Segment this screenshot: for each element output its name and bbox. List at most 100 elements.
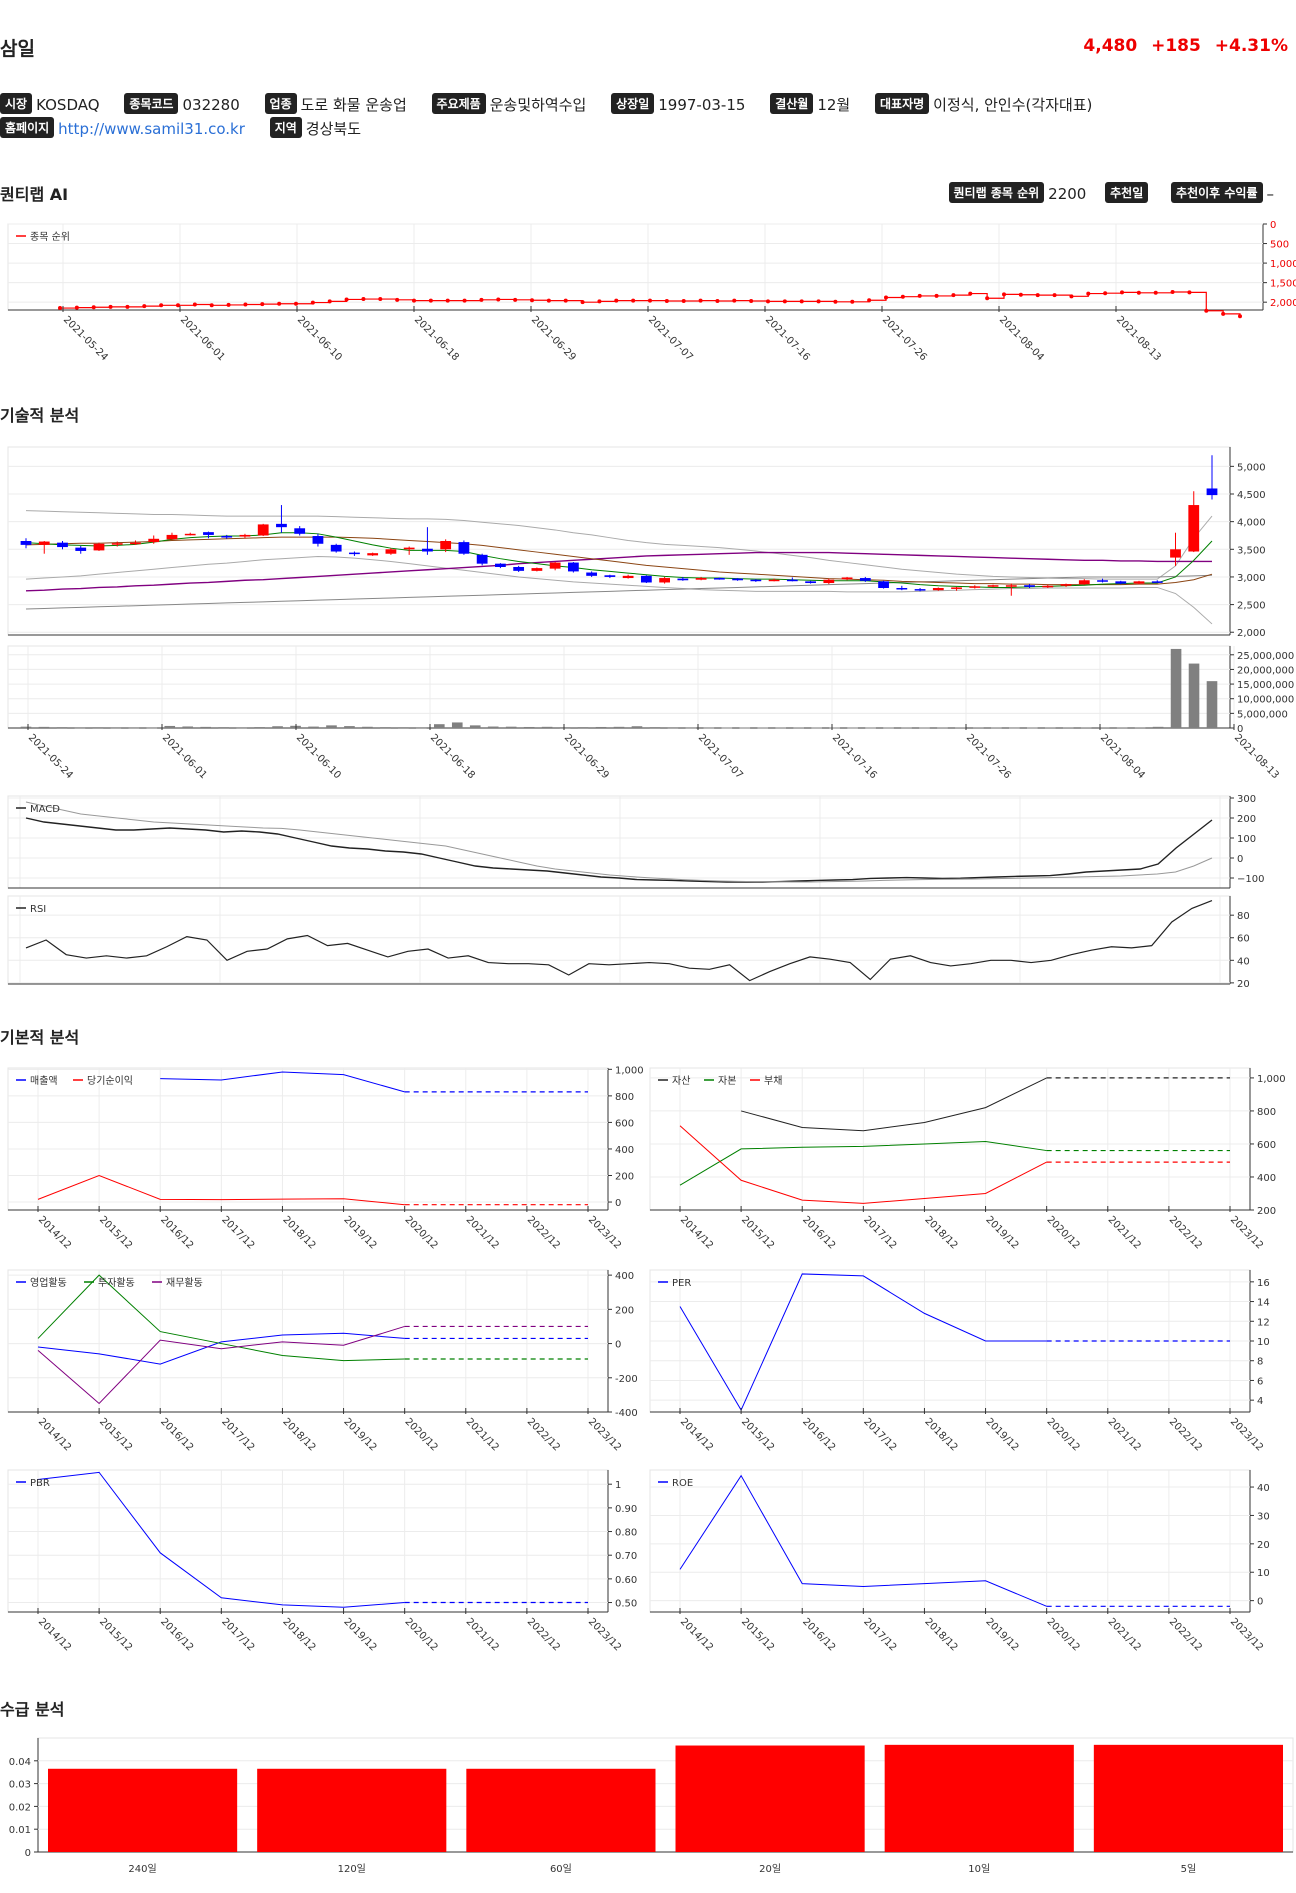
price-candle (1133, 581, 1145, 584)
region-tag: 지역 (269, 117, 302, 138)
ma-mid-line (25, 536, 1213, 586)
fund_cf-legend-label: 영업활동 (30, 1276, 67, 1289)
rsi-line (25, 899, 1213, 982)
ai-rank-point (900, 294, 905, 299)
price-candle (184, 533, 196, 536)
price-candle (1206, 488, 1218, 496)
fund_sales-ytick-label: 1,000 (615, 1065, 644, 1076)
volume-bar (92, 727, 104, 729)
ceo-tag: 대표자명 (875, 93, 930, 114)
ai-meta: 퀀티랩 종목 순위 2200 추천일 추천이후 수익률 – (948, 182, 1274, 203)
ai-rank-point (445, 298, 450, 303)
fund_sales-xtick-label: 2018/12 (280, 1214, 317, 1251)
fund_bs-xtick-label: 2014/12 (678, 1214, 715, 1251)
volume-bar (901, 727, 912, 729)
price-candle (130, 542, 141, 545)
ai-rank-point (176, 303, 180, 308)
ai-rank-point (850, 299, 855, 304)
rank-value: 2200 (1048, 185, 1087, 203)
section-title-tech: 기술적 분석 (0, 406, 80, 425)
flow-ytick-label: 0.02 (9, 1802, 31, 1813)
ai-rank-point (1153, 290, 1158, 295)
rsi-legend-label: RSI (30, 904, 46, 915)
price-candle (622, 575, 634, 579)
ai-rank-point (108, 304, 113, 309)
fund_bs-line (740, 1077, 1047, 1132)
price-candle (1024, 585, 1035, 587)
fund_pbr-ytick-label: 0.90 (615, 1504, 637, 1515)
price-candle (896, 588, 908, 590)
volume-bar (1098, 727, 1110, 729)
ai-rank-point (462, 298, 467, 303)
bb-lower-line (25, 555, 1213, 625)
price-candle (385, 549, 397, 554)
price-candle (932, 588, 944, 591)
fund_sales-xtick-label: 2015/12 (97, 1214, 134, 1251)
section-title-flow: 수급 분석 (0, 1700, 65, 1719)
ai-rank-point (58, 306, 62, 311)
macd-ytick-label: 0 (1237, 854, 1243, 865)
volume-bar (164, 725, 176, 728)
ai-rank-point (496, 297, 501, 302)
fund_sales-ytick-label: 400 (615, 1145, 634, 1156)
flow-xtick-label: 20일 (759, 1863, 781, 1875)
price-candle (38, 541, 50, 545)
fund_cf-xtick-label: 2021/12 (464, 1416, 501, 1453)
price-candle (640, 575, 652, 583)
fund_sales-panel: 0 200 400 600 800 1,000 2014/12 2015/12 2016/12 2… (7, 1065, 644, 1251)
price-candle (1078, 580, 1090, 585)
price-candle (513, 566, 525, 571)
flow-ytick-label: 0.01 (9, 1825, 31, 1836)
volume-bar (649, 727, 661, 729)
price-candle (495, 563, 506, 567)
fund_per-legend: PER (658, 1278, 691, 1289)
fund_bs-ytick-label: 200 (1257, 1206, 1276, 1217)
macd-legend-label: MACD (30, 804, 60, 815)
volume-xtick-label: 2021-06-10 (294, 732, 343, 781)
volume-xtick-label: 2021-05-24 (26, 732, 75, 781)
fund_pbr-frame (7, 1469, 609, 1613)
ai-rank-point (226, 302, 231, 307)
ai-rank-point (260, 302, 265, 307)
volume-bar (829, 727, 840, 729)
flow-bar (884, 1744, 1074, 1852)
ai-rank-point (294, 301, 298, 306)
ai-rank-xtick-label: 2021-06-01 (178, 314, 227, 363)
volume-bar (739, 727, 751, 729)
macd-ytick-label: 200 (1237, 814, 1256, 825)
price-candle (841, 577, 853, 580)
volume-bar (559, 727, 571, 729)
ai-rank-point (479, 297, 484, 302)
fund_bs-legend-label: 부채 (764, 1075, 782, 1087)
price-candle (221, 536, 233, 538)
price-candle (768, 579, 780, 582)
volume-bar (362, 726, 373, 728)
ai-rank-point (580, 300, 585, 305)
ai-rank-point (1136, 290, 1141, 295)
ai-rank-ytick-label: 500 (1270, 240, 1289, 251)
volume-bar (757, 727, 769, 729)
price-block: 4,480 +185 +4.31% (1075, 36, 1288, 56)
flow-frame (37, 1737, 1294, 1853)
fund_roe-xtick-label: 2023/12 (1228, 1616, 1265, 1653)
price-candle (549, 562, 561, 569)
flow-xtick-label: 240일 (128, 1863, 156, 1875)
rsi-ytick-label: 60 (1237, 934, 1250, 945)
fund_cf-line (37, 1325, 405, 1405)
fund_sales-xtick-label: 2022/12 (525, 1214, 562, 1251)
ai-rank-xtick-label: 2021-05-24 (61, 314, 110, 363)
fund_per-xtick-label: 2016/12 (800, 1416, 837, 1453)
homepage-link[interactable]: http://www.samil31.co.kr (58, 120, 245, 138)
fund_roe-xtick-label: 2015/12 (739, 1616, 776, 1653)
ai-rank-point (344, 297, 349, 302)
price-candle (257, 524, 269, 536)
fund_bs-xtick-label: 2018/12 (922, 1214, 959, 1251)
fund_per-ytick-label: 8 (1257, 1357, 1263, 1368)
info-row-1: 시장 KOSDAQ 종목코드 032280 업종 도로 화물 운송업 주요제품 운송및하… (0, 93, 1112, 115)
volume-bar (847, 727, 858, 729)
volume-bar (344, 726, 355, 728)
price-candle (403, 547, 415, 550)
listing-value: 1997-03-15 (658, 96, 746, 114)
volume-bar (1062, 727, 1074, 729)
volume-bar (1170, 648, 1182, 728)
